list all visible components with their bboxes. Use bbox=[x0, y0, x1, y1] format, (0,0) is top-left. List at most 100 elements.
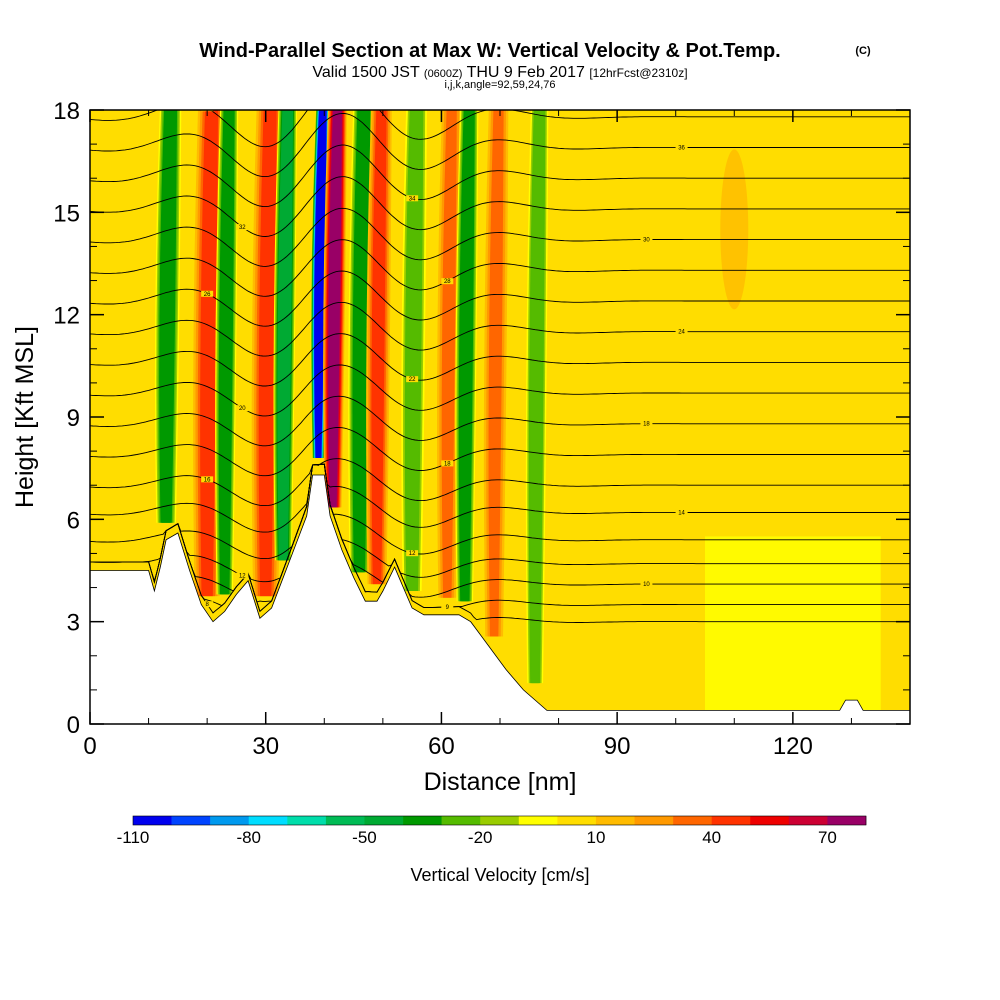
contour-label: 18 bbox=[444, 461, 451, 467]
velocity-band-layer bbox=[219, 110, 234, 595]
contour-label: 22 bbox=[409, 377, 416, 383]
contour-label: 18 bbox=[643, 422, 650, 428]
field-patch-weak bbox=[705, 536, 881, 711]
contour-label: 12 bbox=[239, 574, 246, 580]
y-tick-label: 3 bbox=[67, 610, 80, 637]
velocity-band bbox=[215, 110, 239, 595]
x-tick-label: 0 bbox=[83, 733, 96, 760]
colorbar-swatch bbox=[287, 816, 327, 825]
chart-title: Wind-Parallel Section at Max W: Vertical… bbox=[199, 40, 780, 62]
chart-subtitle-indices: i,j,k,angle=92,59,24,76 bbox=[444, 79, 555, 91]
colorbar-swatch bbox=[518, 816, 558, 825]
colorbar-swatch bbox=[750, 816, 790, 825]
colorbar-tick-labels: -110 -80 -50 -20 10 40 70 bbox=[117, 828, 837, 847]
velocity-band-layer bbox=[459, 110, 474, 602]
theta-contour bbox=[90, 239, 910, 297]
potential-temperature-contours bbox=[90, 110, 910, 623]
contour-label: 10 bbox=[643, 582, 650, 588]
theta-contour bbox=[90, 463, 910, 603]
colorbar-tick-label: -20 bbox=[468, 828, 493, 847]
y-tick-label: 9 bbox=[67, 405, 80, 432]
velocity-band bbox=[273, 110, 297, 561]
velocity-band bbox=[323, 110, 347, 508]
velocity-band bbox=[436, 110, 462, 598]
contour-label: 8 bbox=[205, 602, 209, 608]
contour-label-bg bbox=[441, 604, 454, 611]
colorbar-swatch bbox=[557, 816, 597, 825]
contour-label-bg bbox=[236, 572, 249, 579]
theta-contour bbox=[90, 463, 910, 613]
x-axis-label: Distance [nm] bbox=[424, 768, 577, 796]
contour-label: 16 bbox=[204, 477, 211, 483]
contour-label-bg bbox=[441, 460, 454, 467]
colorbar-swatch bbox=[711, 816, 751, 825]
velocity-band-layer bbox=[278, 110, 293, 561]
y-axis-label: Height [Kft MSL] bbox=[11, 326, 39, 508]
contour-label: 12 bbox=[409, 551, 416, 557]
contour-label-bg bbox=[201, 290, 214, 297]
colorbar-swatch bbox=[827, 816, 867, 825]
contour-label-bg bbox=[201, 476, 214, 483]
velocity-band bbox=[525, 110, 549, 684]
theta-contour bbox=[90, 364, 910, 417]
contour-label: 36 bbox=[678, 145, 685, 151]
velocity-band-layer bbox=[530, 110, 544, 684]
contour-label: 28 bbox=[444, 279, 451, 285]
colorbar-tick-label: -50 bbox=[352, 828, 377, 847]
y-tick-label: 18 bbox=[53, 98, 80, 125]
contour-label: 32 bbox=[239, 225, 246, 231]
velocity-band-layer bbox=[314, 110, 327, 458]
velocity-band-layer bbox=[328, 110, 342, 508]
chart-subtitle: Valid 1500 JST (0600Z) THU 9 Feb 2017 [1… bbox=[312, 64, 687, 81]
contour-label-bg bbox=[406, 376, 419, 383]
velocity-band bbox=[366, 110, 392, 585]
contour-label-bg bbox=[201, 601, 214, 608]
contour-label-bg bbox=[675, 144, 688, 151]
colorbar-swatch bbox=[133, 816, 172, 825]
subtitle-valid: Valid 1500 JST bbox=[312, 64, 420, 81]
y-tick-label: 12 bbox=[53, 303, 80, 330]
contour-label-bg bbox=[675, 328, 688, 335]
velocity-band-layer bbox=[200, 110, 219, 597]
contour-label-bg bbox=[640, 581, 653, 588]
colorbar-swatch bbox=[171, 816, 211, 825]
velocity-band-layer bbox=[441, 110, 457, 598]
colorbar-swatch bbox=[364, 816, 404, 825]
subtitle-forecast: [12hrFcst@2310z] bbox=[589, 66, 687, 80]
vertical-velocity-bands bbox=[154, 110, 549, 684]
colorbar-swatch bbox=[673, 816, 712, 825]
contour-label-bg bbox=[675, 509, 688, 516]
theta-contour bbox=[90, 395, 910, 447]
contour-label-bg bbox=[406, 550, 419, 557]
y-tick-label: 15 bbox=[53, 200, 80, 227]
velocity-band bbox=[455, 110, 479, 602]
theta-contour bbox=[90, 270, 910, 327]
x-tick-label: 90 bbox=[604, 733, 631, 760]
velocity-band bbox=[483, 110, 509, 637]
contour-label-bg bbox=[236, 405, 249, 412]
y-tick-label: 6 bbox=[67, 507, 80, 534]
velocity-band bbox=[154, 110, 182, 523]
contour-label-bg bbox=[406, 195, 419, 202]
theta-contour bbox=[90, 463, 910, 583]
colorbar-swatch bbox=[634, 816, 674, 825]
terrain-mask bbox=[90, 474, 910, 724]
colorbar-tick-label: 40 bbox=[702, 828, 721, 847]
colorbar-swatch bbox=[248, 816, 288, 825]
theta-contour bbox=[90, 427, 910, 477]
theta-contour bbox=[90, 333, 910, 387]
theta-contour bbox=[90, 463, 910, 560]
colorbar-tick-label: 10 bbox=[586, 828, 605, 847]
contour-label: 14 bbox=[678, 510, 685, 516]
theta-contour bbox=[90, 458, 910, 507]
colorbar-tick-label: -110 bbox=[117, 828, 150, 847]
colorbar-swatch bbox=[325, 816, 365, 825]
colorbar-tick-label: -80 bbox=[236, 828, 261, 847]
chart-title-mark: (C) bbox=[855, 45, 871, 57]
velocity-band-layer bbox=[488, 110, 504, 637]
velocity-band-layer bbox=[160, 110, 176, 523]
contour-label-bg bbox=[640, 236, 653, 243]
contour-label-bg bbox=[640, 420, 653, 427]
